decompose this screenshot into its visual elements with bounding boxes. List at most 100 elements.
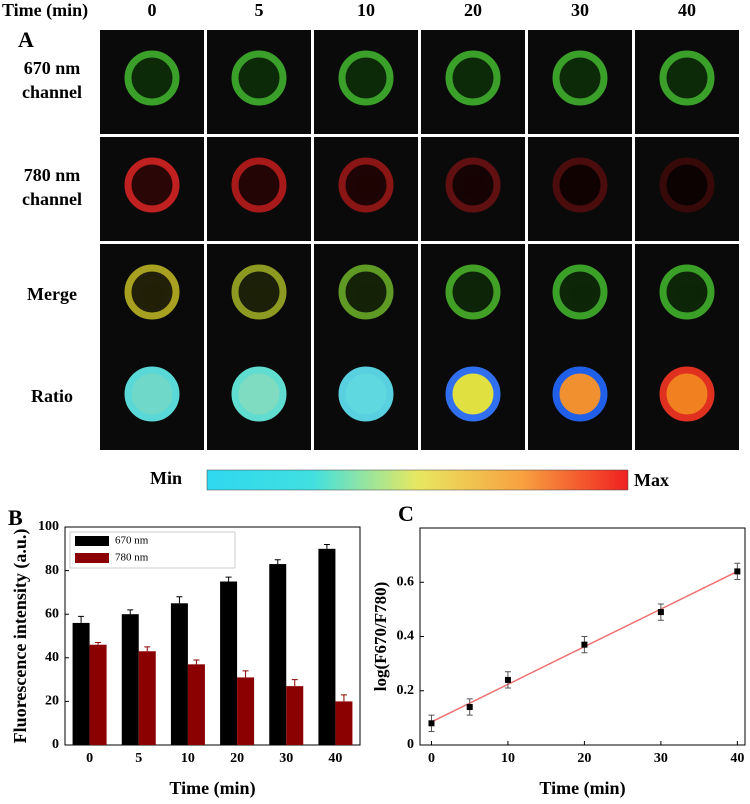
bar bbox=[121, 614, 139, 745]
bar bbox=[138, 651, 156, 745]
x-axis-label: Time (min) bbox=[169, 778, 255, 799]
bar bbox=[286, 686, 304, 745]
cell-core bbox=[463, 68, 487, 92]
legend-swatch bbox=[75, 553, 109, 563]
cell-core bbox=[677, 384, 701, 408]
cell-core bbox=[142, 68, 166, 92]
error-bar bbox=[274, 559, 281, 565]
x-tick-label: 0 bbox=[428, 751, 435, 766]
y-tick-label: 40 bbox=[45, 650, 59, 665]
cell-core bbox=[677, 68, 701, 92]
colorbar-min: Min bbox=[150, 468, 182, 488]
point bbox=[734, 568, 741, 575]
panel-letter: B bbox=[8, 505, 23, 530]
y-tick-label: 0 bbox=[52, 737, 59, 752]
legend-swatch bbox=[75, 536, 109, 546]
error-bar bbox=[78, 615, 85, 623]
point bbox=[428, 720, 435, 727]
bar bbox=[269, 564, 287, 745]
time-header: 10 bbox=[357, 0, 375, 20]
error-bar bbox=[144, 646, 151, 652]
plot-frame bbox=[64, 526, 361, 746]
y-tick-label: 20 bbox=[45, 694, 59, 709]
x-tick-label: 20 bbox=[230, 751, 244, 766]
y-tick-label: 60 bbox=[45, 606, 59, 621]
bar bbox=[89, 644, 107, 745]
error-bar bbox=[323, 543, 330, 549]
time-header: 20 bbox=[464, 0, 482, 20]
bar bbox=[237, 677, 255, 745]
row-label: channel bbox=[22, 189, 82, 209]
panel-letter: C bbox=[398, 501, 414, 526]
point bbox=[504, 676, 511, 683]
time-header: 0 bbox=[148, 0, 157, 20]
time-header: 30 bbox=[571, 0, 589, 20]
y-axis-label: log(F670/F780) bbox=[371, 582, 390, 692]
bar bbox=[335, 701, 353, 745]
x-tick-label: 10 bbox=[501, 751, 515, 766]
error-bar bbox=[242, 670, 249, 678]
error-bar bbox=[127, 609, 134, 615]
colorbar bbox=[206, 469, 629, 491]
bar bbox=[72, 622, 90, 745]
cell-core bbox=[570, 175, 594, 199]
x-tick-label: 10 bbox=[181, 751, 195, 766]
bar bbox=[170, 603, 188, 745]
cell-core bbox=[570, 282, 594, 306]
y-tick-label: 0.2 bbox=[397, 683, 415, 698]
cell-core bbox=[249, 175, 273, 199]
cell-core bbox=[463, 282, 487, 306]
cell-core bbox=[570, 68, 594, 92]
cell-core bbox=[142, 282, 166, 306]
row-label: 670 nm bbox=[24, 58, 81, 78]
x-tick-label: 30 bbox=[654, 751, 668, 766]
time-label: Time (min) bbox=[2, 0, 88, 21]
x-tick-label: 5 bbox=[135, 751, 142, 766]
cell-core bbox=[249, 68, 273, 92]
y-tick-label: 100 bbox=[38, 519, 59, 534]
cell-core bbox=[463, 175, 487, 199]
cell-core bbox=[356, 282, 380, 306]
y-tick-label: 0.6 bbox=[397, 574, 415, 589]
cell-core bbox=[677, 282, 701, 306]
row-label: Merge bbox=[27, 284, 77, 304]
colorbar-max: Max bbox=[634, 470, 669, 490]
row-label: channel bbox=[22, 82, 82, 102]
error-bar bbox=[176, 596, 183, 604]
point bbox=[466, 704, 473, 711]
bar bbox=[187, 664, 205, 745]
cell-core bbox=[142, 384, 166, 408]
point bbox=[581, 641, 588, 648]
cell-core bbox=[570, 384, 594, 408]
x-tick-label: 40 bbox=[730, 751, 744, 766]
cell-core bbox=[249, 384, 273, 408]
x-axis-label: Time (min) bbox=[539, 778, 625, 799]
cell-core bbox=[356, 68, 380, 92]
x-tick-label: 0 bbox=[86, 751, 93, 766]
cell-core bbox=[356, 384, 380, 408]
x-tick-label: 20 bbox=[577, 751, 591, 766]
time-header: 5 bbox=[255, 0, 264, 20]
y-tick-label: 0 bbox=[407, 737, 414, 752]
bar bbox=[220, 581, 238, 745]
cell-core bbox=[249, 282, 273, 306]
error-bar bbox=[95, 642, 102, 645]
y-axis-label: Fluorescence intensity (a.u.) bbox=[10, 529, 31, 744]
y-tick-label: 80 bbox=[45, 563, 59, 578]
legend-label: 780 nm bbox=[115, 552, 149, 564]
x-tick-label: 40 bbox=[328, 751, 342, 766]
error-bar bbox=[225, 576, 232, 582]
time-header: 40 bbox=[678, 0, 696, 20]
error-bar bbox=[193, 659, 200, 665]
cell-core bbox=[356, 175, 380, 199]
row-label: Ratio bbox=[31, 386, 73, 406]
row-label: 780 nm bbox=[24, 165, 81, 185]
panel-letter: A bbox=[18, 27, 34, 52]
y-tick-label: 0.4 bbox=[397, 629, 415, 644]
legend-label: 670 nm bbox=[115, 535, 149, 547]
x-tick-label: 30 bbox=[279, 751, 293, 766]
error-bar bbox=[340, 694, 347, 702]
point bbox=[657, 609, 664, 616]
cell-core bbox=[463, 384, 487, 408]
